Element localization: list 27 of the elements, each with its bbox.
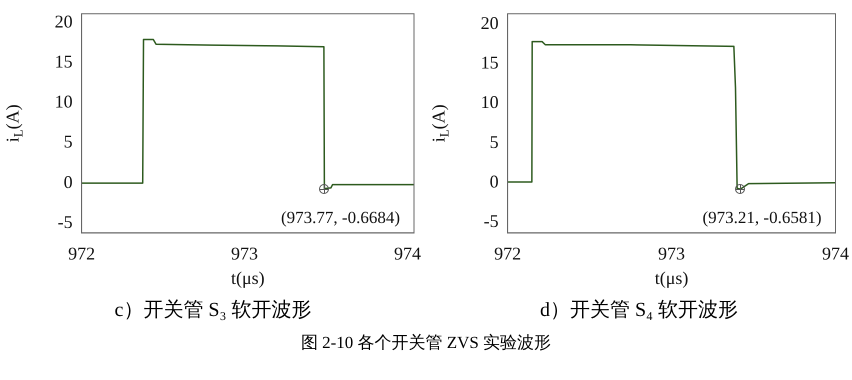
y-tick-label: 0 — [64, 172, 73, 192]
x-axis-title: t(μs) — [654, 268, 688, 288]
y-tick-label: 10 — [54, 92, 73, 112]
text: d）开关管 S₄ 软开波形 — [538, 298, 740, 323]
x-tick-label: 974 — [822, 243, 849, 264]
y-tick-label: -5 — [484, 211, 499, 232]
annotation: (973.77, -0.6684) — [281, 208, 400, 227]
y-axis-title: iL(A) — [428, 104, 452, 142]
x-axis-title: t(μs) — [230, 268, 265, 288]
text: c）开关管 S₃ 软开波形 — [114, 298, 312, 323]
x-tick-label: 972 — [494, 243, 522, 264]
y-tick-label: 15 — [54, 51, 73, 72]
y-tick-label: -5 — [58, 212, 73, 232]
y-tick-label: 20 — [54, 11, 73, 32]
y-tick-label: 15 — [480, 52, 499, 73]
x-tick-label: 974 — [394, 243, 421, 264]
x-tick-label: 973 — [658, 243, 686, 264]
x-tick-label: 973 — [231, 243, 258, 264]
y-tick-label: 5 — [490, 132, 499, 152]
y-tick-label: 20 — [480, 12, 499, 33]
caption: 图 2-10 各个开关管 ZVS 实验波形 — [300, 332, 552, 354]
y-tick-label: 5 — [64, 132, 73, 152]
y-tick-label: 10 — [480, 92, 499, 112]
annotation: (973.21, -0.6581) — [702, 208, 822, 227]
y-axis-title: iL(A) — [2, 104, 26, 142]
y-tick-label: 0 — [490, 172, 499, 192]
x-tick-label: 972 — [68, 243, 96, 264]
